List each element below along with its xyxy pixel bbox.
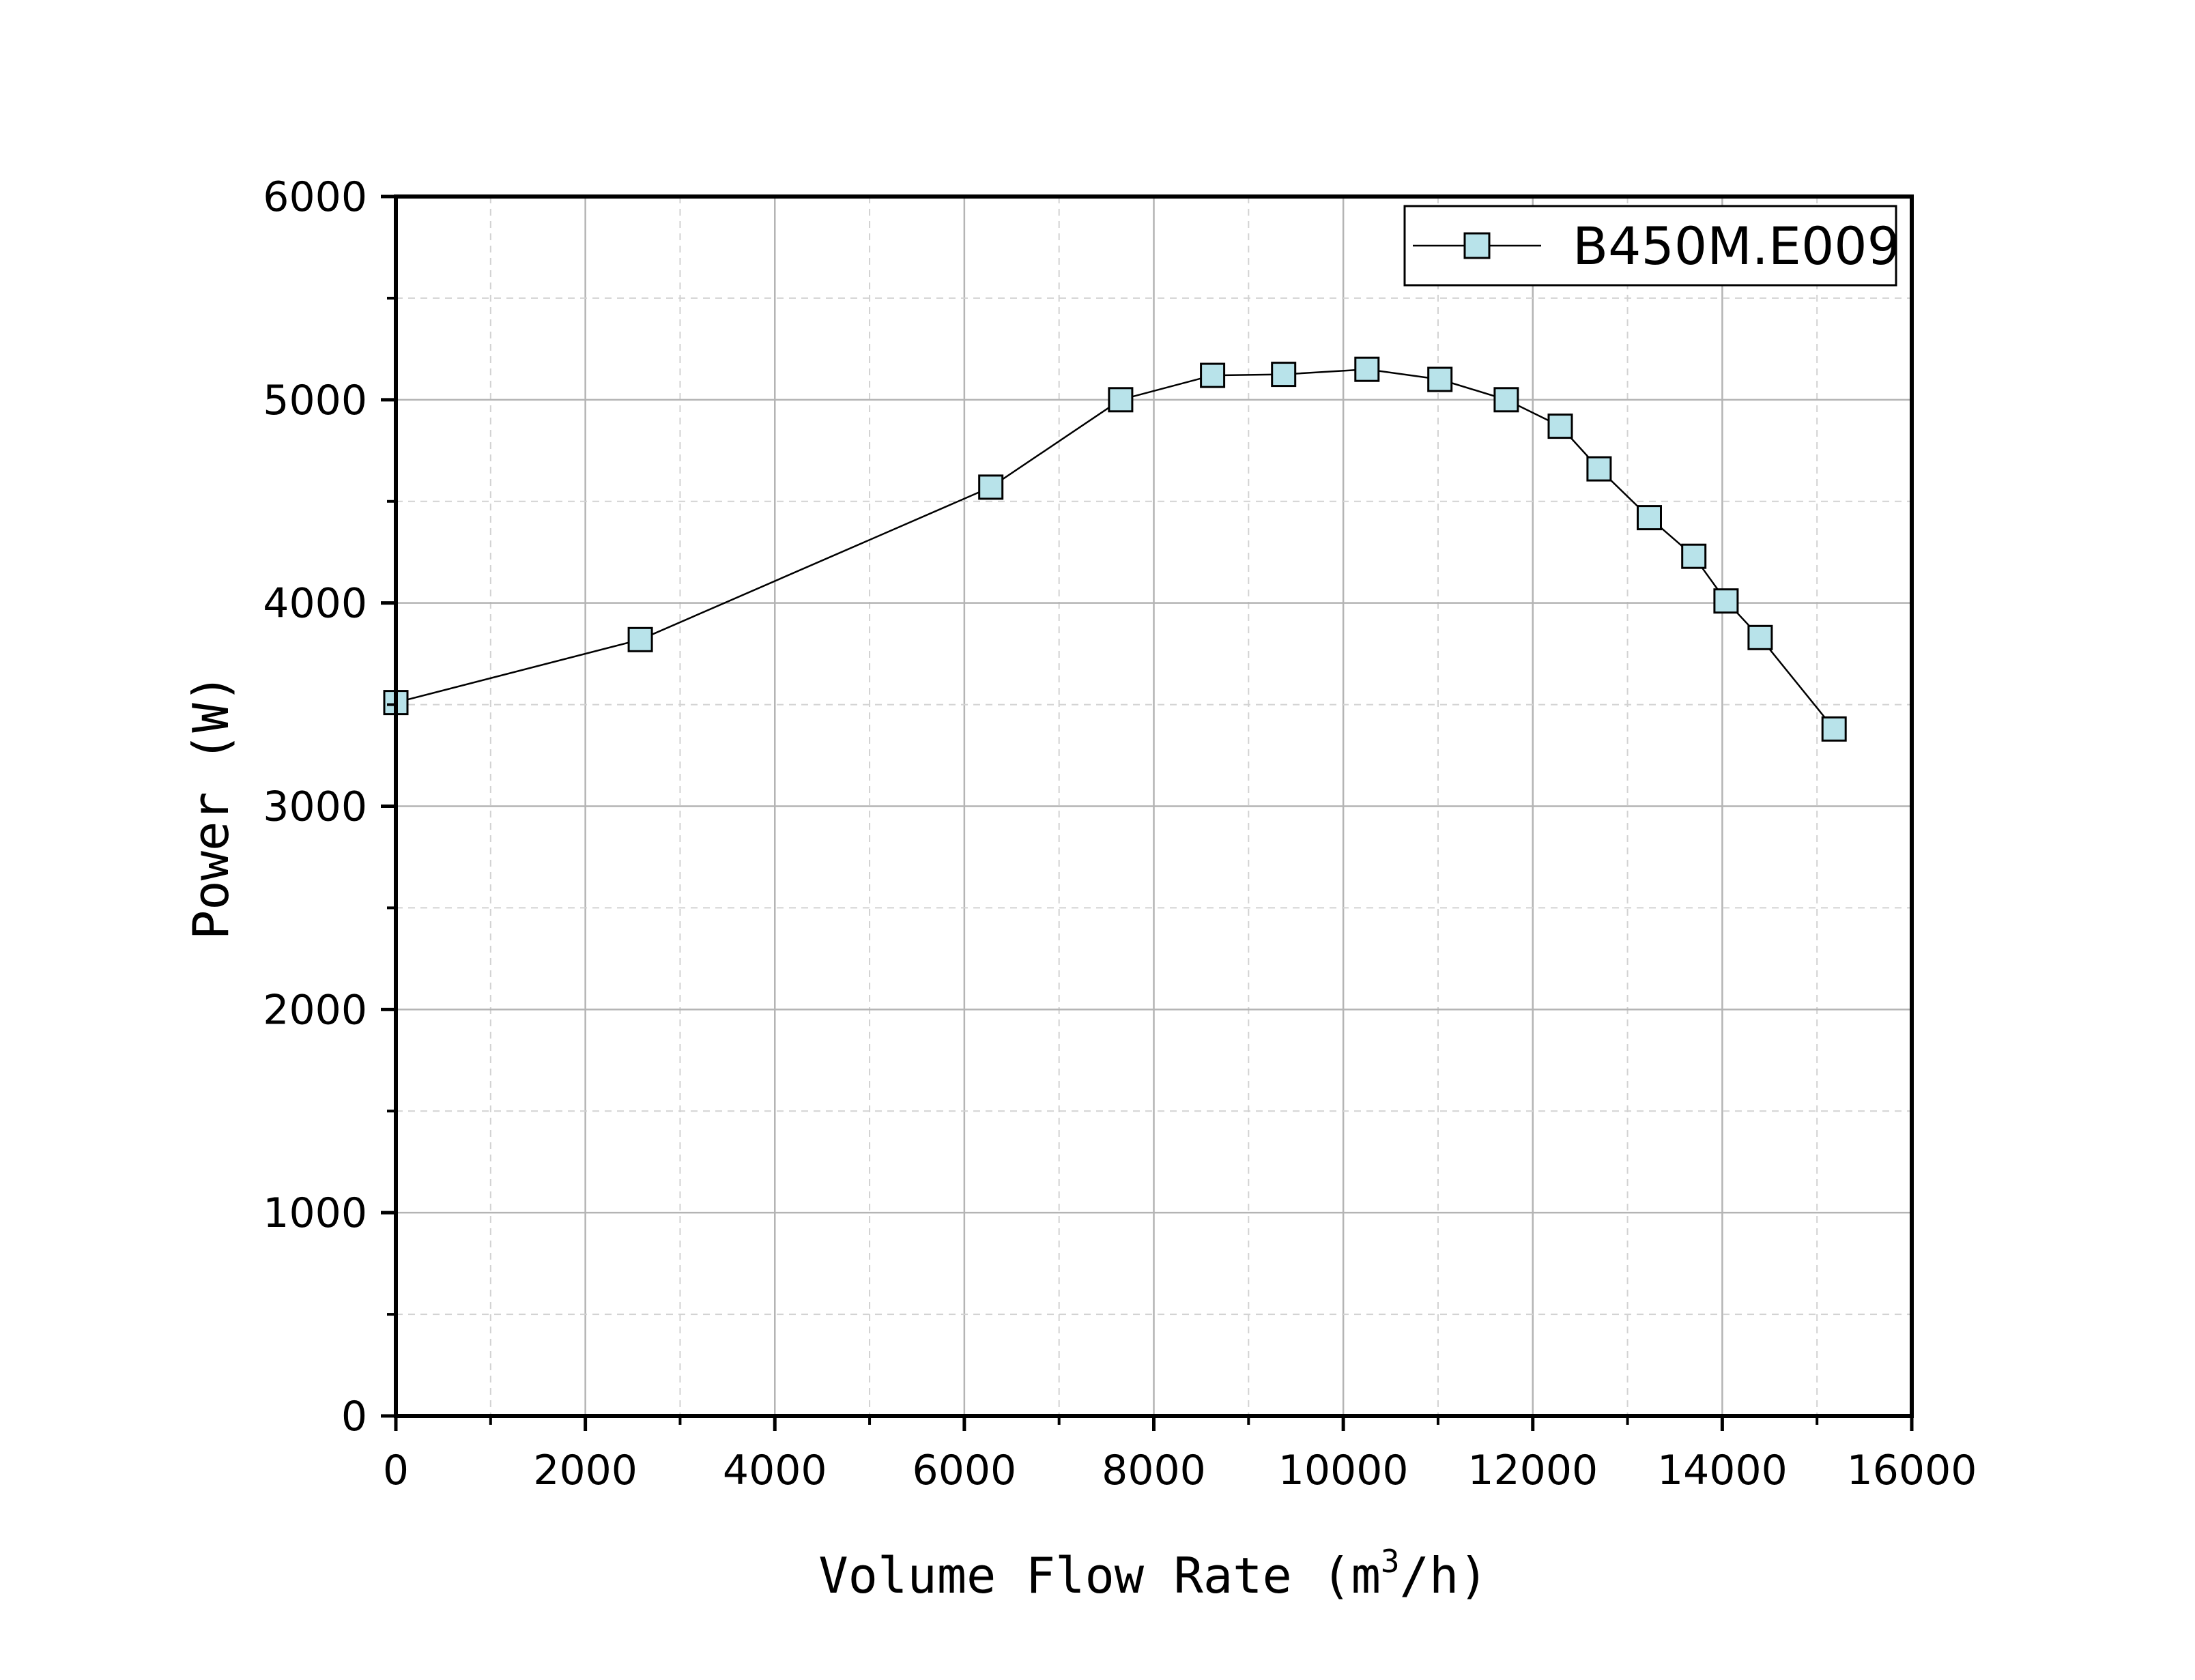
y-tick-label: 3000 — [263, 783, 367, 831]
data-point — [627, 626, 653, 652]
x-tick-label: 8000 — [1102, 1447, 1206, 1494]
data-point — [1821, 716, 1847, 742]
x-axis-title: Volume Flow Rate (m3/h) — [818, 1543, 1488, 1604]
data-point — [1493, 387, 1519, 413]
data-point — [1354, 356, 1380, 382]
x-tick-label: 10000 — [1278, 1447, 1409, 1494]
grid — [396, 197, 1912, 1416]
y-tick-label: 1000 — [263, 1189, 367, 1237]
data-point — [1713, 588, 1739, 614]
y-tick-label: 5000 — [263, 377, 367, 424]
legend: B450M.E009 — [1403, 205, 1900, 287]
y-tick-label: 4000 — [263, 580, 367, 628]
x-tick-label: 12000 — [1467, 1447, 1598, 1494]
series-line — [395, 368, 1835, 730]
x-tick-label: 16000 — [1847, 1447, 1977, 1494]
legend-label: B450M.E009 — [1573, 216, 1900, 276]
y-tick-label: 2000 — [263, 986, 367, 1034]
data-point — [1200, 362, 1226, 388]
x-tick-label: 14000 — [1657, 1447, 1788, 1494]
x-tick-label: 0 — [383, 1447, 409, 1494]
x-tick-label: 6000 — [913, 1447, 1017, 1494]
y-tick-label: 6000 — [263, 173, 367, 221]
data-point — [1271, 362, 1297, 388]
x-tick-label: 2000 — [533, 1447, 637, 1494]
data-point — [1547, 414, 1573, 439]
y-tick-label: 0 — [341, 1393, 367, 1440]
data-point — [1637, 505, 1662, 531]
data-point — [1108, 387, 1134, 413]
data-point — [1681, 543, 1707, 569]
y-axis-title: Power (W) — [182, 674, 240, 940]
data-point — [978, 474, 1004, 500]
axis-ticks — [381, 194, 1914, 1431]
legend-marker — [1463, 232, 1491, 259]
tick-labels: 0 2000 4000 6000 8000 10000 12000 14000 16000 0 10… — [263, 173, 1977, 1494]
x-tick-label: 4000 — [723, 1447, 827, 1494]
data-point — [1427, 366, 1453, 392]
data-point — [1747, 624, 1773, 650]
series-b450m-e009 — [383, 356, 1847, 742]
data-point — [1586, 456, 1612, 482]
